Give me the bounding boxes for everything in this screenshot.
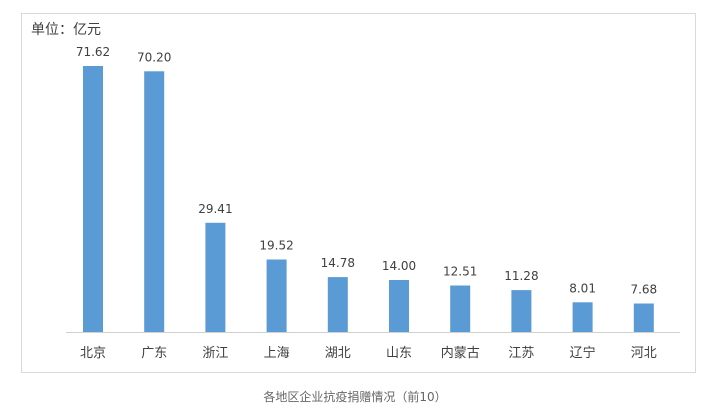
- bar-8: [572, 302, 593, 332]
- data-label-1: 70.20: [137, 50, 171, 64]
- x-tick-labels-group: 北京 广东 浙江 上海 湖北 山东 内蒙古 江苏 辽宁 河北: [80, 345, 657, 361]
- data-label-2: 29.41: [198, 202, 232, 216]
- x-tick-label-3: 上海: [264, 346, 290, 361]
- bar-2: [205, 222, 226, 332]
- data-label-9: 7.68: [630, 283, 657, 297]
- x-tick-label-4: 湖北: [325, 346, 351, 361]
- x-tick-label-8: 辽宁: [570, 345, 596, 361]
- bar-0: [83, 66, 103, 332]
- bar-1: [144, 71, 165, 333]
- x-tick-label-5: 山东: [386, 346, 412, 361]
- data-label-8: 8.01: [569, 281, 596, 295]
- data-label-3: 19.52: [259, 239, 293, 253]
- x-tick-label-2: 浙江: [202, 346, 228, 361]
- data-label-7: 11.28: [504, 269, 538, 283]
- bar-5: [389, 280, 409, 332]
- x-tick-label-6: 内蒙古: [441, 345, 480, 361]
- unit-label: 单位：亿元: [31, 22, 101, 38]
- x-tick-label-9: 河北: [631, 346, 657, 361]
- x-tick-label-7: 江苏: [508, 345, 534, 361]
- x-tick-label-0: 北京: [80, 346, 106, 361]
- bar-9: [633, 303, 654, 332]
- x-tick-label-1: 广东: [141, 346, 167, 361]
- bar-6: [450, 285, 471, 332]
- chart-caption: 各地区企业抗疫捐赠情况（前10）: [263, 390, 447, 404]
- data-labels-group: 71.62 70.20 29.41 19.52 14.78 14.00 12.51 11.28…: [76, 45, 657, 297]
- data-label-0: 71.62: [76, 45, 110, 59]
- data-label-5: 14.00: [382, 259, 416, 273]
- data-label-6: 12.51: [443, 265, 477, 279]
- bars-group: [83, 66, 654, 333]
- bar-7: [511, 290, 532, 332]
- data-label-4: 14.78: [321, 256, 355, 270]
- bar-4: [327, 277, 348, 332]
- bar-3: [266, 259, 287, 332]
